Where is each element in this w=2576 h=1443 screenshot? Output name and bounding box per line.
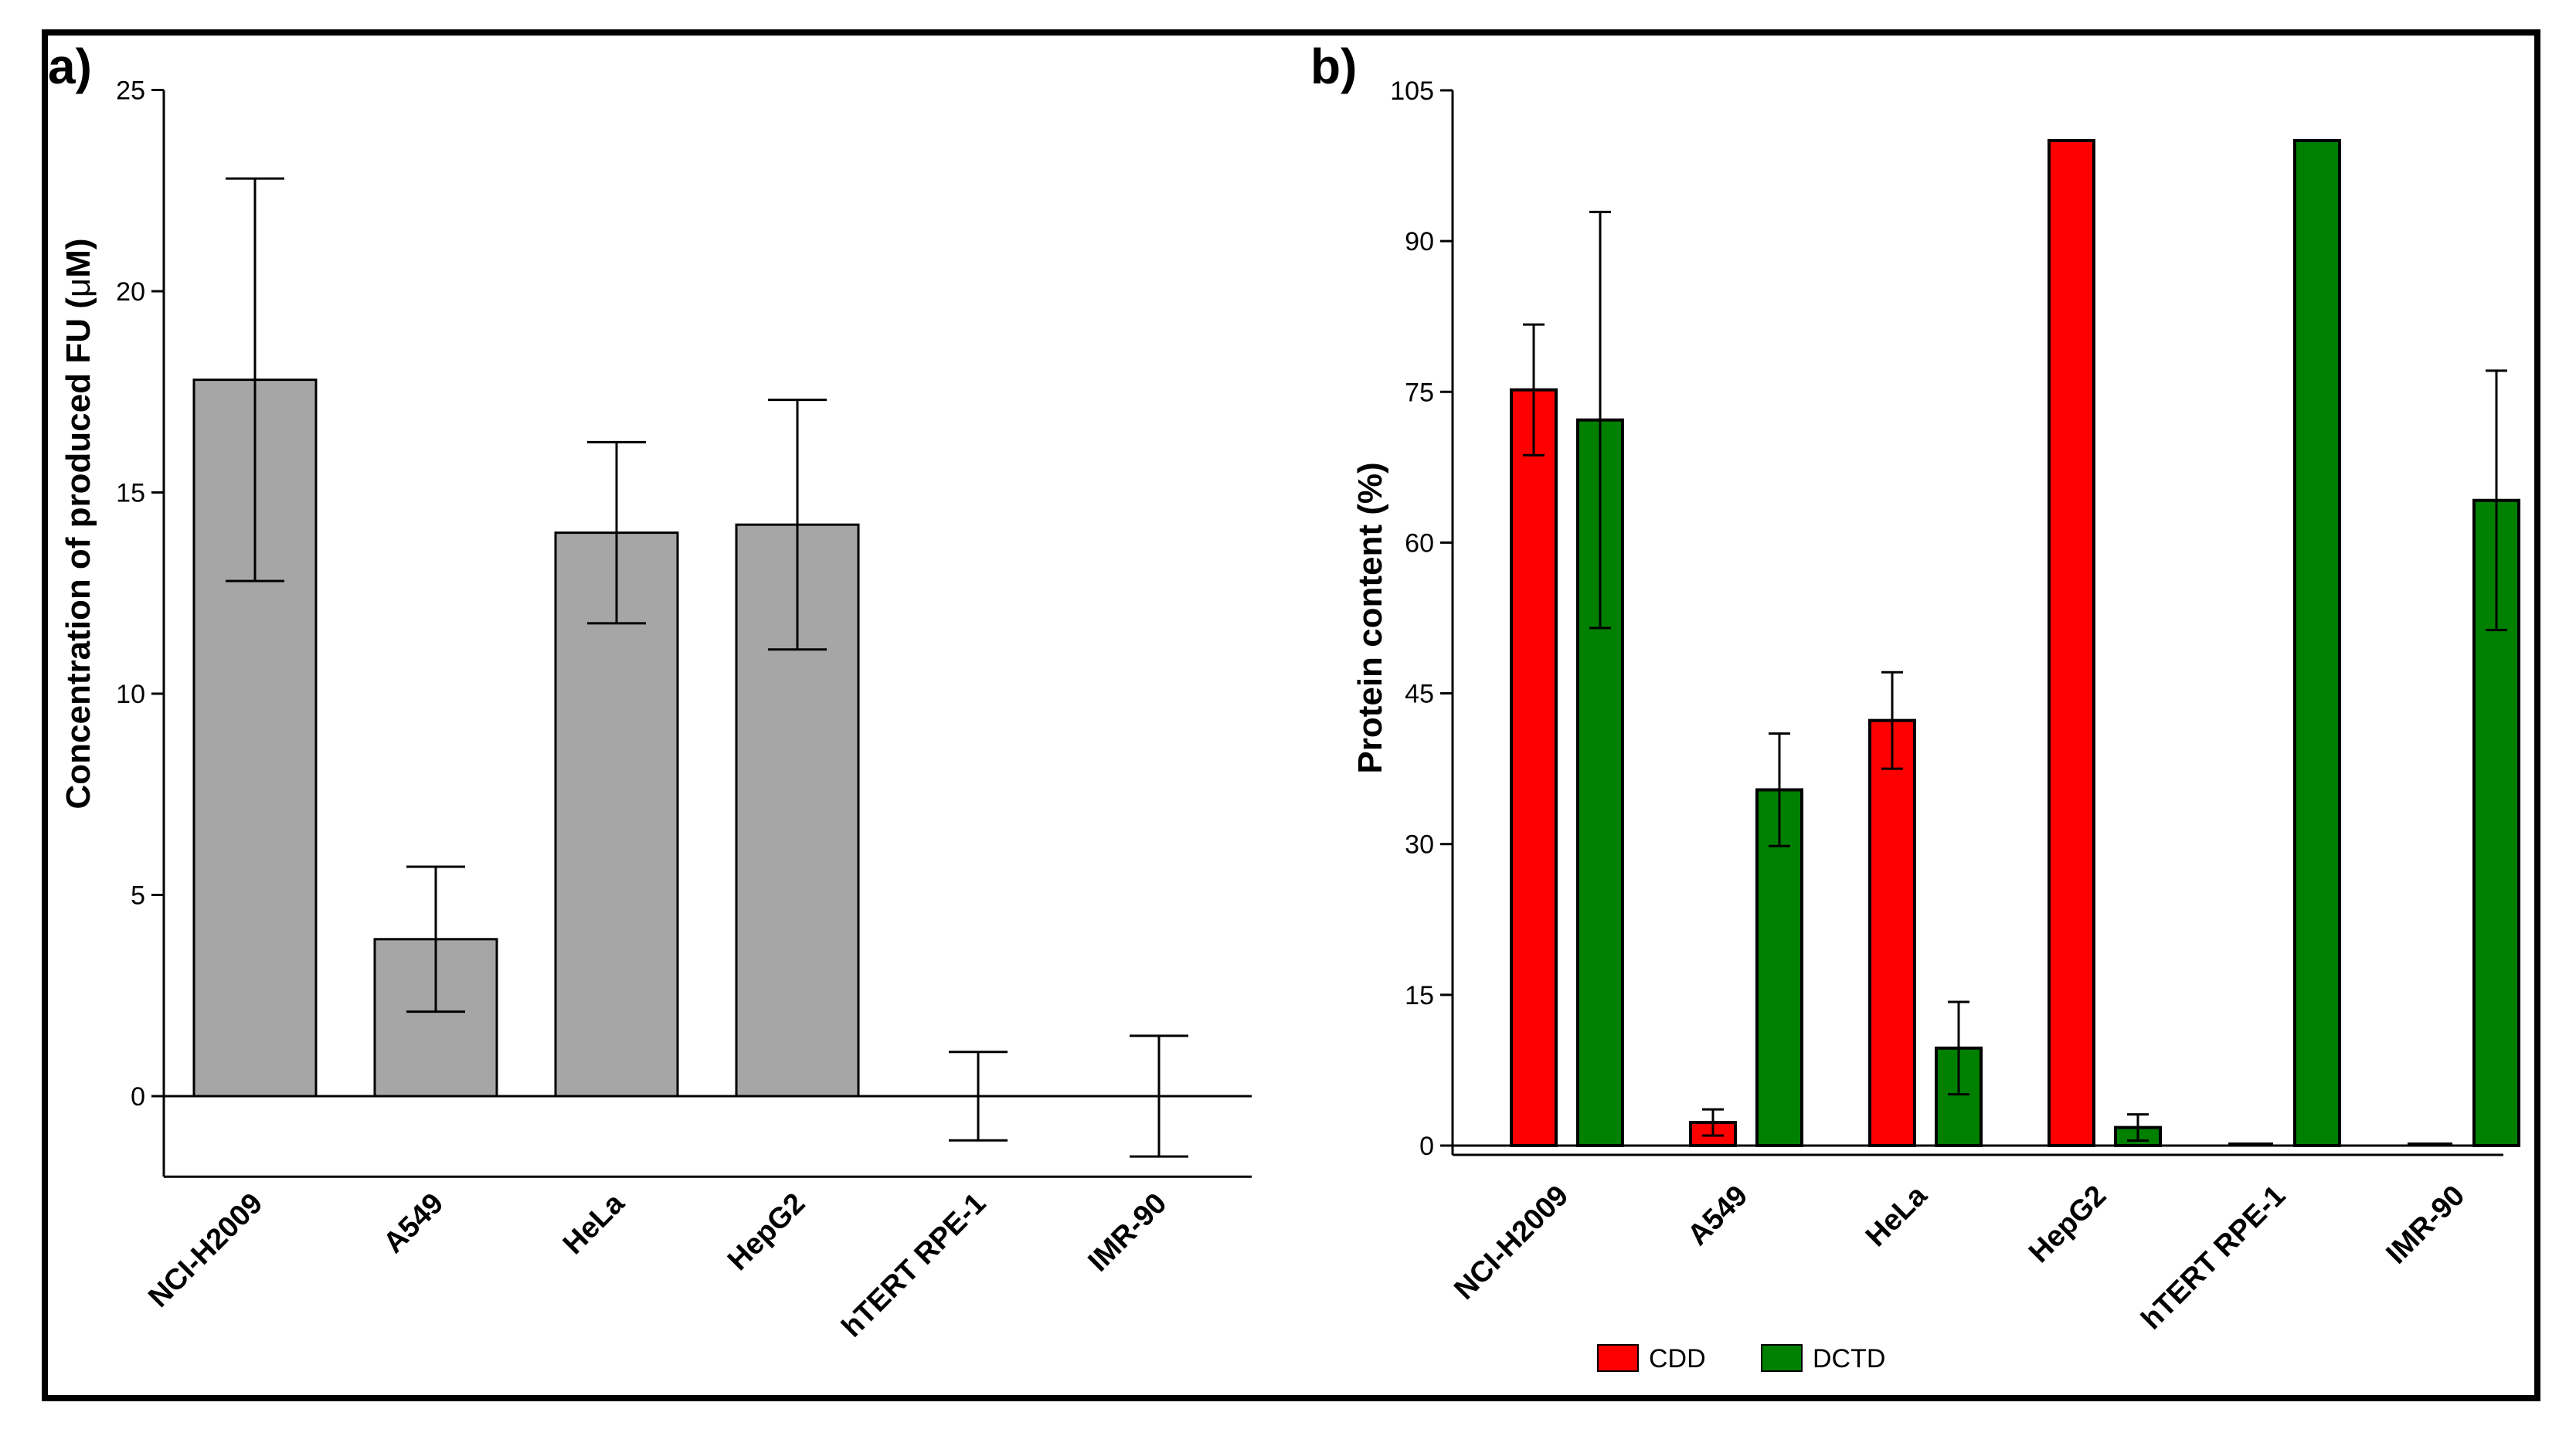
category-label-b-hela: HeLa: [1860, 1179, 1934, 1253]
category-label-b-hepg2: HepG2: [2023, 1180, 2112, 1269]
legend-label-cdd: CDD: [1649, 1344, 1706, 1373]
panel-a-plot: NCI-H2009 A549 HeLa HepG2 hTERT RPE-1 IMR-90 0…: [116, 76, 1252, 1344]
panel-b-ylabel: Protein content (%): [1351, 462, 1389, 773]
bar-hela: [554, 531, 679, 1098]
bar-dctd-a549: [1755, 788, 1803, 1147]
category-label-b-a549: A549: [1681, 1180, 1754, 1252]
legend: CDD DCTD: [1597, 1344, 1885, 1373]
y-tick-label-b-15: 15: [1405, 981, 1434, 1010]
y-tick-label-b-90: 90: [1405, 227, 1434, 256]
y-tick-label-b-45: 45: [1405, 680, 1434, 709]
category-label-b-htert-rpe-1: hTERT RPE-1: [2135, 1180, 2292, 1336]
legend-label-dctd: DCTD: [1813, 1344, 1885, 1373]
y-tick-label-b-60: 60: [1405, 528, 1434, 558]
y-tick-label-0: 0: [131, 1082, 145, 1112]
y-tick-label-b-75: 75: [1405, 378, 1434, 407]
legend-swatch-cdd: [1597, 1344, 1639, 1372]
y-tick-label-10: 10: [116, 680, 145, 709]
category-label-imr-90: IMR-90: [1082, 1187, 1174, 1278]
panel-b-label: b): [1310, 39, 1357, 94]
panel-a-label: a): [48, 39, 92, 94]
category-label-hela: HeLa: [557, 1187, 631, 1261]
bar-cdd-hepg2: [2048, 139, 2095, 1147]
figure-frame: [42, 29, 2540, 1401]
y-tick-label-25: 25: [116, 76, 145, 106]
category-label-a549: A549: [377, 1187, 450, 1260]
y-tick-label-b-105: 105: [1390, 76, 1434, 106]
y-tick-label-b-30: 30: [1405, 830, 1434, 860]
y-tick-label-15: 15: [116, 479, 145, 508]
category-label-b-imr-90: IMR-90: [2381, 1180, 2472, 1271]
category-label-hepg2: HepG2: [722, 1187, 811, 1277]
category-label-b-nci-h2009: NCI-H2009: [1448, 1180, 1575, 1306]
bar-cdd-nci-h2009: [1510, 388, 1558, 1147]
category-label-htert-rpe-1: hTERT RPE-1: [835, 1187, 992, 1344]
y-tick-label-b-0: 0: [1419, 1132, 1434, 1161]
panel-a-ylabel: Concentration of produced FU (μM): [59, 238, 97, 809]
bar-cdd-hela: [1868, 718, 1916, 1147]
y-tick-label-5: 5: [131, 881, 145, 911]
panel-b-plot: NCI-H2009 A549 HeLa HepG2 hTERT RPE-1 IMR-90 0…: [1390, 76, 2520, 1336]
legend-swatch-dctd: [1761, 1344, 1803, 1372]
y-tick-label-20: 20: [116, 277, 145, 307]
bar-dctd-htert-rpe-1: [2293, 139, 2341, 1147]
category-label-nci-h2009: NCI-H2009: [142, 1187, 269, 1314]
